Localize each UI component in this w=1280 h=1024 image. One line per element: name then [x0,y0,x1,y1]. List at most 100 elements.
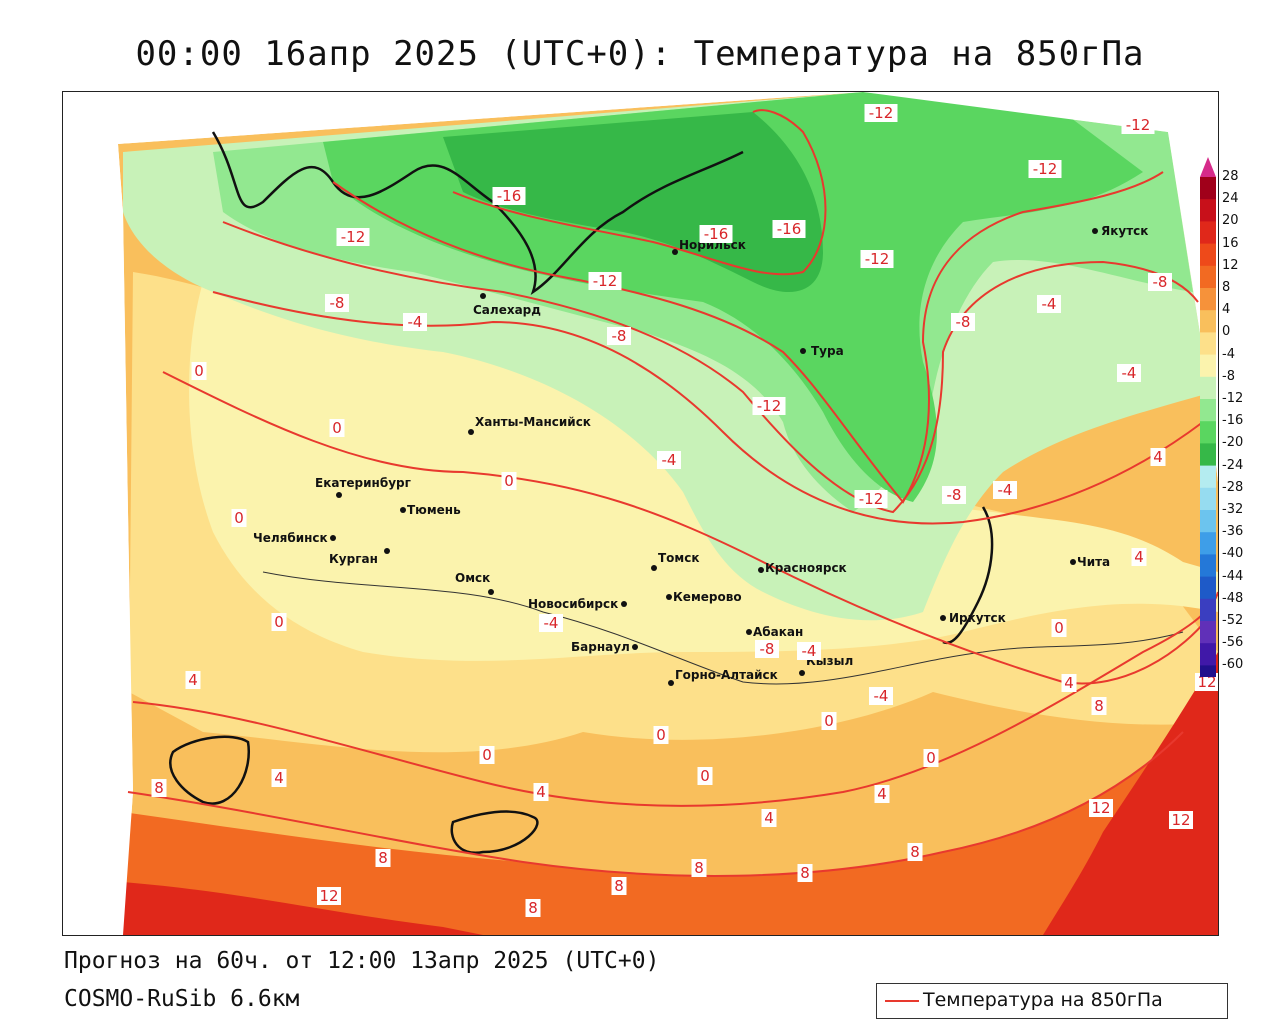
isotherm-label-text: 4 [1134,548,1144,566]
isotherm-label: 8 [611,877,627,895]
isotherm-label-text: 12 [1197,673,1216,691]
isotherm-label-text: 12 [1171,811,1190,829]
isotherm-label-bg [492,187,526,205]
isotherm-label: 4 [1061,674,1077,692]
colorbar-swatch [1200,177,1216,200]
isotherm-label-text: 8 [910,843,920,861]
isotherm-label-text: -4 [544,614,559,632]
isotherm-label-bg [607,327,631,345]
colorbar-tick-label: 24 [1222,191,1239,207]
city-dot [651,565,657,571]
isotherm-label-bg [191,362,207,380]
isotherm-label-text: 8 [154,779,164,797]
isotherm-label-bg [951,313,975,331]
city-dot [758,567,764,573]
city-dot [1070,559,1076,565]
isotherm-label: -4 [1117,364,1141,382]
colorbar-swatch [1200,376,1216,400]
isotherm-label-text: 4 [188,671,198,689]
city-label: Абакан [753,625,803,639]
colorbar-swatch [1200,399,1216,422]
city-marker: Курган [329,548,390,566]
colorbar-tick-label: -48 [1222,590,1244,606]
colorbar-swatch [1200,310,1216,333]
isotherm-label: 0 [191,362,207,380]
isotherm-label-text: -8 [330,294,345,312]
isotherm-label-bg [869,687,893,705]
city-dot [666,594,672,600]
city-marker: Барнаул [571,640,638,654]
isotherm-label: 12 [1195,673,1218,691]
isotherm-label-bg [691,859,707,877]
city-marker: Чита [1070,555,1110,569]
isotherm-label-bg [403,313,427,331]
isotherm-label-bg [1121,116,1155,134]
city-marker: Красноярск [758,561,847,575]
city-marker: Горно-Алтайск [668,668,778,686]
legend: Температура на 850гПа [876,983,1228,1019]
isotherm-label: 4 [271,769,287,787]
isotherm-label-text: 12 [1091,799,1110,817]
city-dot [330,535,336,541]
colorbar-swatch [1200,243,1216,267]
isotherm-label-bg [993,481,1017,499]
outside-domain-sw [63,212,133,935]
border-line [262,571,1184,685]
isotherm-label-bg [821,712,837,730]
isotherm-label: 8 [907,843,923,861]
city-label: Томск [658,551,700,565]
isotherm-label: -16 [699,225,733,243]
city-label: Иркутск [949,611,1006,625]
city-dot [468,429,474,435]
isotherm-label: 8 [375,849,391,867]
colorbar-swatch [1200,443,1216,467]
isotherm-label: -4 [797,642,821,660]
isotherm-label: 8 [691,859,707,877]
model-info: COSMO-RuSib 6.6км [64,986,300,1012]
city-marker: Томск [651,551,700,571]
isotherm-label-text: -12 [593,272,618,290]
isotherm-label-bg [317,887,341,905]
isotherm-label-text: 0 [274,613,284,631]
isotherm-label-bg [752,397,786,415]
isotherm-label: -16 [492,187,526,205]
isotherm-label-text: -12 [757,397,782,415]
city-dot [632,644,638,650]
isotherm-label: 0 [231,509,247,527]
city-dot [384,548,390,554]
isotherm-label-bg [657,451,681,469]
city-dot [668,680,674,686]
colorbar-tick-label: -4 [1222,346,1235,362]
legend-label: Температура на 850гПа [923,989,1163,1011]
isotherm-label: 0 [923,749,939,767]
isotherm-label-bg [375,849,391,867]
isotherm-label-bg [1028,160,1062,178]
city-dot [940,615,946,621]
isotherm-label-bg [1148,273,1172,291]
city-dot [400,507,406,513]
isotherm-label: 0 [653,726,669,744]
isotherm-label-bg [533,783,549,801]
colorbar-swatch [1200,487,1216,511]
isotherm-label: 0 [821,712,837,730]
isotherm-label-text: 0 [504,472,514,490]
colorbar-tick-label: -20 [1222,435,1244,451]
isotherm-label: 4 [1131,548,1147,566]
isotherm-label: -12 [1028,160,1062,178]
isotherm-label-text: -4 [998,481,1013,499]
city-label: Тура [811,344,844,358]
colorbar-swatch [1200,421,1216,444]
colorbar-tick-label: 16 [1222,235,1239,251]
colorbar-swatch [1200,665,1216,677]
isotherm-label-text: -12 [869,104,894,122]
colorbar-swatch [1200,465,1216,489]
isotherm-label-text: 12 [319,887,338,905]
isotherm-neg16 [452,109,827,276]
outside-domain-ne [863,92,1218,482]
isotherm-label-text: -16 [497,187,522,205]
colorbar-swatch [1200,332,1216,356]
isotherm-label: 8 [525,899,541,917]
band-neg20-neg16 [443,112,823,292]
isotherm-label-bg [151,779,167,797]
isotherm-label-bg [854,490,888,508]
